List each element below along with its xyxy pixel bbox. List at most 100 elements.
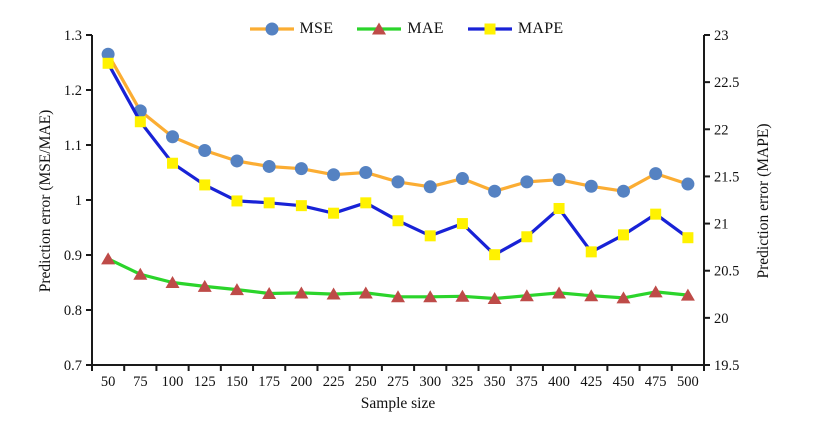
x-axis-tick-label: 300 xyxy=(419,374,441,390)
mape-marker xyxy=(295,200,307,212)
mse-marker xyxy=(488,184,502,198)
mape-marker xyxy=(489,249,501,261)
mape-marker xyxy=(521,231,533,243)
left-axis-tick-label: 1.3 xyxy=(64,28,82,44)
mae-marker xyxy=(262,287,277,299)
left-axis-tick-label: 0.9 xyxy=(64,248,82,264)
mse-marker xyxy=(294,162,308,176)
mae-legend-marker-icon xyxy=(372,22,387,35)
mse-marker xyxy=(262,159,276,173)
right-axis-tick-label: 22.5 xyxy=(714,75,739,91)
mse-marker xyxy=(681,177,695,191)
x-axis-tick-label: 50 xyxy=(101,374,116,390)
left-axis-tick-label: 1.2 xyxy=(64,83,82,99)
mse-marker xyxy=(455,172,469,186)
mae-marker xyxy=(455,289,470,302)
left-axis-tick-label: 0.8 xyxy=(64,303,82,319)
mae-marker xyxy=(165,276,180,288)
x-axis-tick-label: 425 xyxy=(580,374,602,390)
mse-series-icon xyxy=(249,22,294,36)
x-axis-tick-label: 475 xyxy=(645,374,667,390)
mape-marker xyxy=(231,195,243,207)
left-axis-tick-label: 0.7 xyxy=(64,358,82,374)
mae-marker xyxy=(584,289,599,302)
mape-marker xyxy=(585,246,597,258)
left-axis-tick-label: 1.1 xyxy=(64,138,82,154)
mse-marker xyxy=(423,180,437,194)
mae-marker xyxy=(391,290,405,303)
mape-marker xyxy=(167,157,179,169)
mse-marker xyxy=(584,179,598,193)
mape-marker xyxy=(650,208,662,220)
mae-marker xyxy=(326,287,341,300)
x-axis-title: Sample size xyxy=(360,395,436,412)
mse-marker xyxy=(520,175,534,189)
mae-marker xyxy=(229,283,244,296)
mse-legend-marker-icon xyxy=(265,22,279,36)
x-axis-tick-label: 125 xyxy=(194,374,216,390)
x-axis-tick-label: 400 xyxy=(548,374,570,390)
legend-item-mape: MAPE xyxy=(467,20,564,38)
x-axis-tick-label: 200 xyxy=(290,374,312,390)
x-axis-tick-label: 500 xyxy=(677,374,699,390)
mae-marker xyxy=(519,289,534,302)
mae-marker xyxy=(616,291,631,304)
mae-marker xyxy=(133,267,148,280)
mae-marker xyxy=(552,286,567,299)
mape-marker xyxy=(102,57,114,69)
right-axis-tick-label: 21.5 xyxy=(714,169,739,185)
x-axis-tick-label: 325 xyxy=(452,374,474,390)
x-axis-tick-label: 375 xyxy=(516,374,538,390)
mape-marker xyxy=(328,207,340,219)
x-axis-tick-label: 225 xyxy=(323,374,345,390)
mae-marker xyxy=(487,291,502,304)
mse-marker xyxy=(552,173,566,187)
mae-marker xyxy=(101,252,116,265)
mse-marker xyxy=(198,144,212,157)
mape-marker xyxy=(134,116,146,128)
x-axis-tick-label: 250 xyxy=(355,374,377,390)
mae-marker xyxy=(197,279,212,292)
right-axis-tick-label: 19.5 xyxy=(714,358,739,374)
mse-marker xyxy=(327,168,341,182)
x-axis-tick-label: 275 xyxy=(387,374,409,390)
mse-marker xyxy=(616,184,630,198)
x-axis-tick-label: 175 xyxy=(258,374,280,390)
mape-legend-marker-icon xyxy=(484,23,496,35)
mse-line xyxy=(106,52,690,193)
x-axis-tick-label: 350 xyxy=(484,374,506,390)
mse-marker xyxy=(359,166,373,179)
x-axis-tick-label: 75 xyxy=(133,374,148,390)
mae-marker xyxy=(648,285,663,298)
mae-marker xyxy=(423,290,438,303)
legend-label-mae: MAE xyxy=(407,20,444,37)
right-y-axis-title: Prediction error (MAPE) xyxy=(755,123,772,279)
mape-marker xyxy=(456,218,468,230)
mae-marker xyxy=(294,286,309,299)
mape-marker xyxy=(617,229,629,241)
mape-marker xyxy=(199,179,211,191)
right-axis-tick-label: 22 xyxy=(714,122,729,138)
legend-label-mape: MAPE xyxy=(517,20,564,37)
mape-marker xyxy=(392,215,404,227)
x-axis-tick-label: 150 xyxy=(226,374,248,390)
mse-marker xyxy=(391,175,405,189)
legend: MSE MAE MAPE xyxy=(0,20,813,38)
legend-item-mae: MAE xyxy=(357,20,444,38)
right-axis-tick-label: 23 xyxy=(714,28,729,44)
right-axis-tick-label: 20 xyxy=(714,311,729,327)
mse-marker xyxy=(166,130,180,144)
mape-series-icon xyxy=(467,23,512,35)
right-axis-tick-label: 21 xyxy=(714,217,729,233)
legend-label-mse: MSE xyxy=(299,20,334,37)
mae-marker xyxy=(680,288,695,301)
left-axis-tick-label: 1 xyxy=(75,193,82,209)
mape-marker xyxy=(682,232,694,244)
mape-marker xyxy=(360,197,372,209)
left-y-axis-title: Prediction error (MSE/MAE) xyxy=(37,109,54,293)
legend-item-mse: MSE xyxy=(249,20,334,38)
mape-marker xyxy=(263,197,275,209)
x-axis-tick-label: 100 xyxy=(162,374,184,390)
